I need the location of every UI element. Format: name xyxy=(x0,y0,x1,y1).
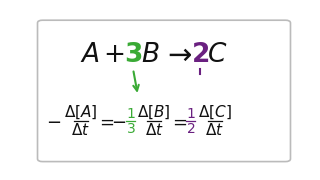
Text: $2$: $2$ xyxy=(186,122,196,136)
Text: $\Delta \mathit{t}$: $\Delta \mathit{t}$ xyxy=(71,122,90,138)
Text: $\Delta[\mathit{C}]$: $\Delta[\mathit{C}]$ xyxy=(198,104,232,121)
Text: $3$: $3$ xyxy=(126,122,135,136)
Text: $\mathit{B}$: $\mathit{B}$ xyxy=(141,42,160,68)
Text: $1$: $1$ xyxy=(126,107,135,121)
Text: $+$: $+$ xyxy=(102,42,124,68)
Text: $\Delta[\mathit{A}]$: $\Delta[\mathit{A}]$ xyxy=(64,104,98,121)
Text: $\mathit{C}$: $\mathit{C}$ xyxy=(207,42,228,68)
Text: $\Delta[\mathit{B}]$: $\Delta[\mathit{B}]$ xyxy=(137,104,171,121)
Text: $\mathit{A}$: $\mathit{A}$ xyxy=(80,42,100,68)
Text: $-$: $-$ xyxy=(46,112,61,130)
Text: $-$: $-$ xyxy=(110,112,126,130)
Text: $\mathbf{2}$: $\mathbf{2}$ xyxy=(191,42,209,68)
Text: $1$: $1$ xyxy=(186,107,196,121)
Text: $=$: $=$ xyxy=(96,112,115,130)
Text: $\Delta \mathit{t}$: $\Delta \mathit{t}$ xyxy=(205,122,224,138)
Text: $\rightarrow$: $\rightarrow$ xyxy=(162,41,193,69)
FancyBboxPatch shape xyxy=(37,20,291,162)
Text: $\Delta \mathit{t}$: $\Delta \mathit{t}$ xyxy=(145,122,164,138)
Text: $\mathbf{3}$: $\mathbf{3}$ xyxy=(124,42,142,68)
Text: $=$: $=$ xyxy=(169,112,188,130)
